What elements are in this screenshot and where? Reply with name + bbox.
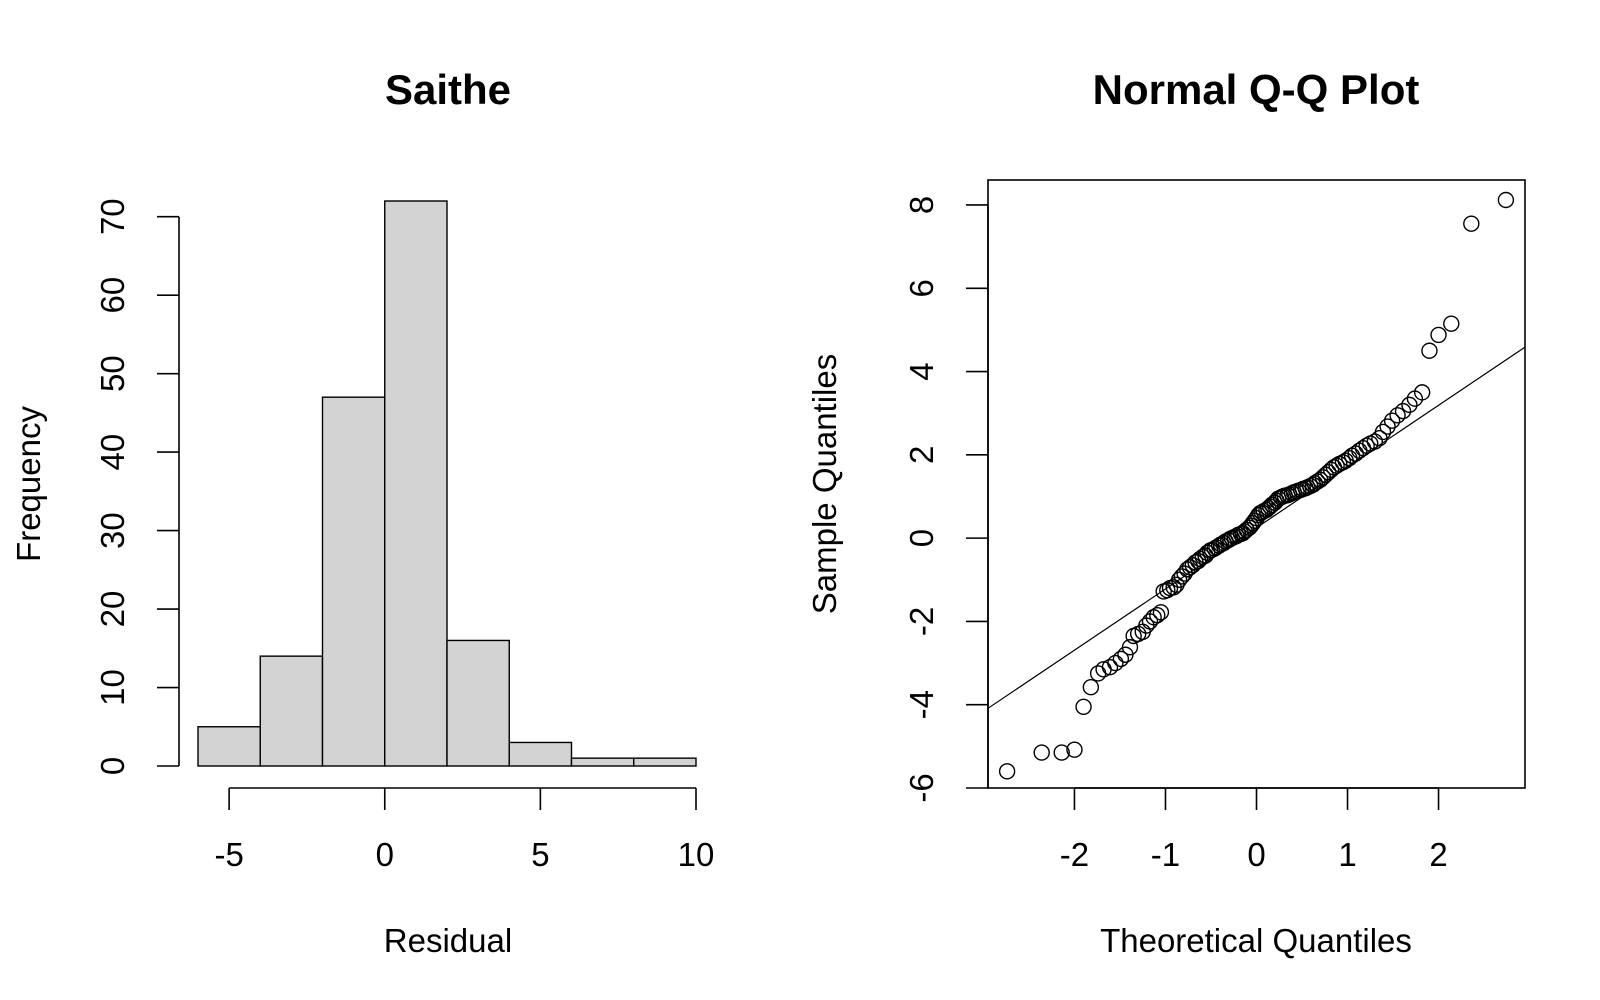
- qq-point: [1430, 326, 1447, 344]
- histogram-title: Saithe: [385, 66, 511, 113]
- histogram-bar: [570, 757, 635, 767]
- qq-point: [1236, 523, 1253, 540]
- qq-point: [1033, 744, 1050, 761]
- histogram-y-axis: 0 10 20 30 40 50 60 70: [94, 198, 180, 775]
- qq-x-tick-label: 2: [1429, 836, 1447, 873]
- qq-point: [1107, 654, 1124, 672]
- qq-point: [1366, 433, 1384, 450]
- qq-point: [1401, 396, 1418, 414]
- qq-point: [1443, 315, 1460, 332]
- histogram-bar: [321, 396, 386, 767]
- histogram-y-tick-label: 40: [94, 434, 131, 471]
- qq-point: [1053, 744, 1070, 761]
- histogram-x-axis: -5 0 5 10: [214, 787, 715, 873]
- histogram-x-tick-label: 5: [531, 836, 549, 873]
- qq-y-tick-label: 8: [903, 196, 940, 214]
- qq-point: [1152, 604, 1170, 621]
- qq-y-tick-label: 4: [903, 362, 940, 380]
- histogram-y-tick-label: 0: [94, 757, 131, 775]
- qq-point: [1181, 559, 1199, 576]
- qq-point: [1374, 423, 1392, 441]
- histogram-bar: [508, 741, 573, 767]
- qq-point: [1112, 650, 1130, 668]
- qq-point: [1389, 407, 1406, 424]
- qq-y-tick-label: 6: [903, 279, 940, 297]
- qq-point: [1320, 464, 1337, 481]
- qq-point: [1322, 461, 1340, 479]
- qq-point: [1394, 402, 1412, 420]
- histogram-bar: [633, 757, 697, 767]
- qq-x-tick-label: 0: [1247, 836, 1265, 873]
- qq-y-tick-label: 0: [903, 529, 940, 547]
- qq-y-axis: -6 -4 -2 0 2 4 6 8: [903, 196, 989, 803]
- qq-x-label: Theoretical Quantiles: [1100, 922, 1412, 959]
- histogram-y-label: Frequency: [10, 406, 47, 562]
- qq-point: [1421, 342, 1438, 359]
- histogram-x-tick-label: 0: [376, 836, 394, 873]
- qq-point: [1075, 698, 1092, 715]
- histogram-bar: [384, 200, 448, 767]
- qq-y-tick-label: -4: [903, 690, 940, 719]
- qq-y-tick-label: 2: [903, 446, 940, 464]
- histogram-bar: [446, 639, 510, 767]
- qq-x-tick-label: 1: [1338, 836, 1356, 873]
- qq-point: [1379, 418, 1396, 435]
- histogram-y-tick-label: 30: [94, 512, 131, 549]
- qq-point: [1066, 741, 1083, 758]
- qq-point: [1383, 412, 1401, 429]
- qq-point: [1149, 606, 1166, 624]
- qq-point: [1170, 571, 1188, 588]
- qq-plot-box: [987, 179, 1526, 789]
- histogram-bar: [197, 726, 261, 767]
- qq-point: [1358, 437, 1375, 454]
- qq-point: [1082, 679, 1100, 696]
- histogram-x-label: Residual: [384, 922, 512, 959]
- qq-point: [1463, 215, 1480, 232]
- qq-y-tick-label: -2: [903, 607, 940, 636]
- qq-point: [1413, 384, 1431, 401]
- histogram-y-tick-label: 50: [94, 355, 131, 392]
- histogram-x-tick-label: -5: [214, 836, 243, 873]
- qq-point: [1121, 639, 1139, 656]
- qq-point: [1309, 473, 1326, 490]
- qq-title: Normal Q-Q Plot: [1093, 66, 1420, 113]
- qq-x-axis: -2 -1 0 1 2: [1060, 787, 1448, 873]
- histogram-x-tick-label: 10: [678, 836, 715, 873]
- histogram-bars: [197, 200, 697, 767]
- qq-y-label: Sample Quantiles: [806, 354, 843, 614]
- histogram-y-tick-label: 20: [94, 591, 131, 628]
- histogram-y-tick-label: 10: [94, 669, 131, 706]
- qq-point: [1238, 521, 1255, 539]
- qq-point: [998, 763, 1016, 780]
- qq-point: [1176, 565, 1193, 582]
- qq-x-tick-label: -1: [1151, 836, 1180, 873]
- qq-point: [1101, 659, 1119, 676]
- qq-panel: Normal Q-Q Plot -6 -4 -2 0 2 4 6 8 -2 -1 0 1 2 Theo…: [806, 66, 1526, 959]
- qq-points: [998, 191, 1515, 780]
- qq-point: [1497, 191, 1515, 209]
- qq-x-tick-label: -2: [1060, 836, 1089, 873]
- histogram-panel: Saithe 0 10 20 30 40 50 60 70 -5 0 5 10 Residual F…: [10, 66, 714, 959]
- qq-y-tick-label: -6: [903, 773, 940, 802]
- histogram-bar: [259, 655, 324, 767]
- histogram-y-tick-label: 70: [94, 198, 131, 235]
- histogram-y-tick-label: 60: [94, 277, 131, 314]
